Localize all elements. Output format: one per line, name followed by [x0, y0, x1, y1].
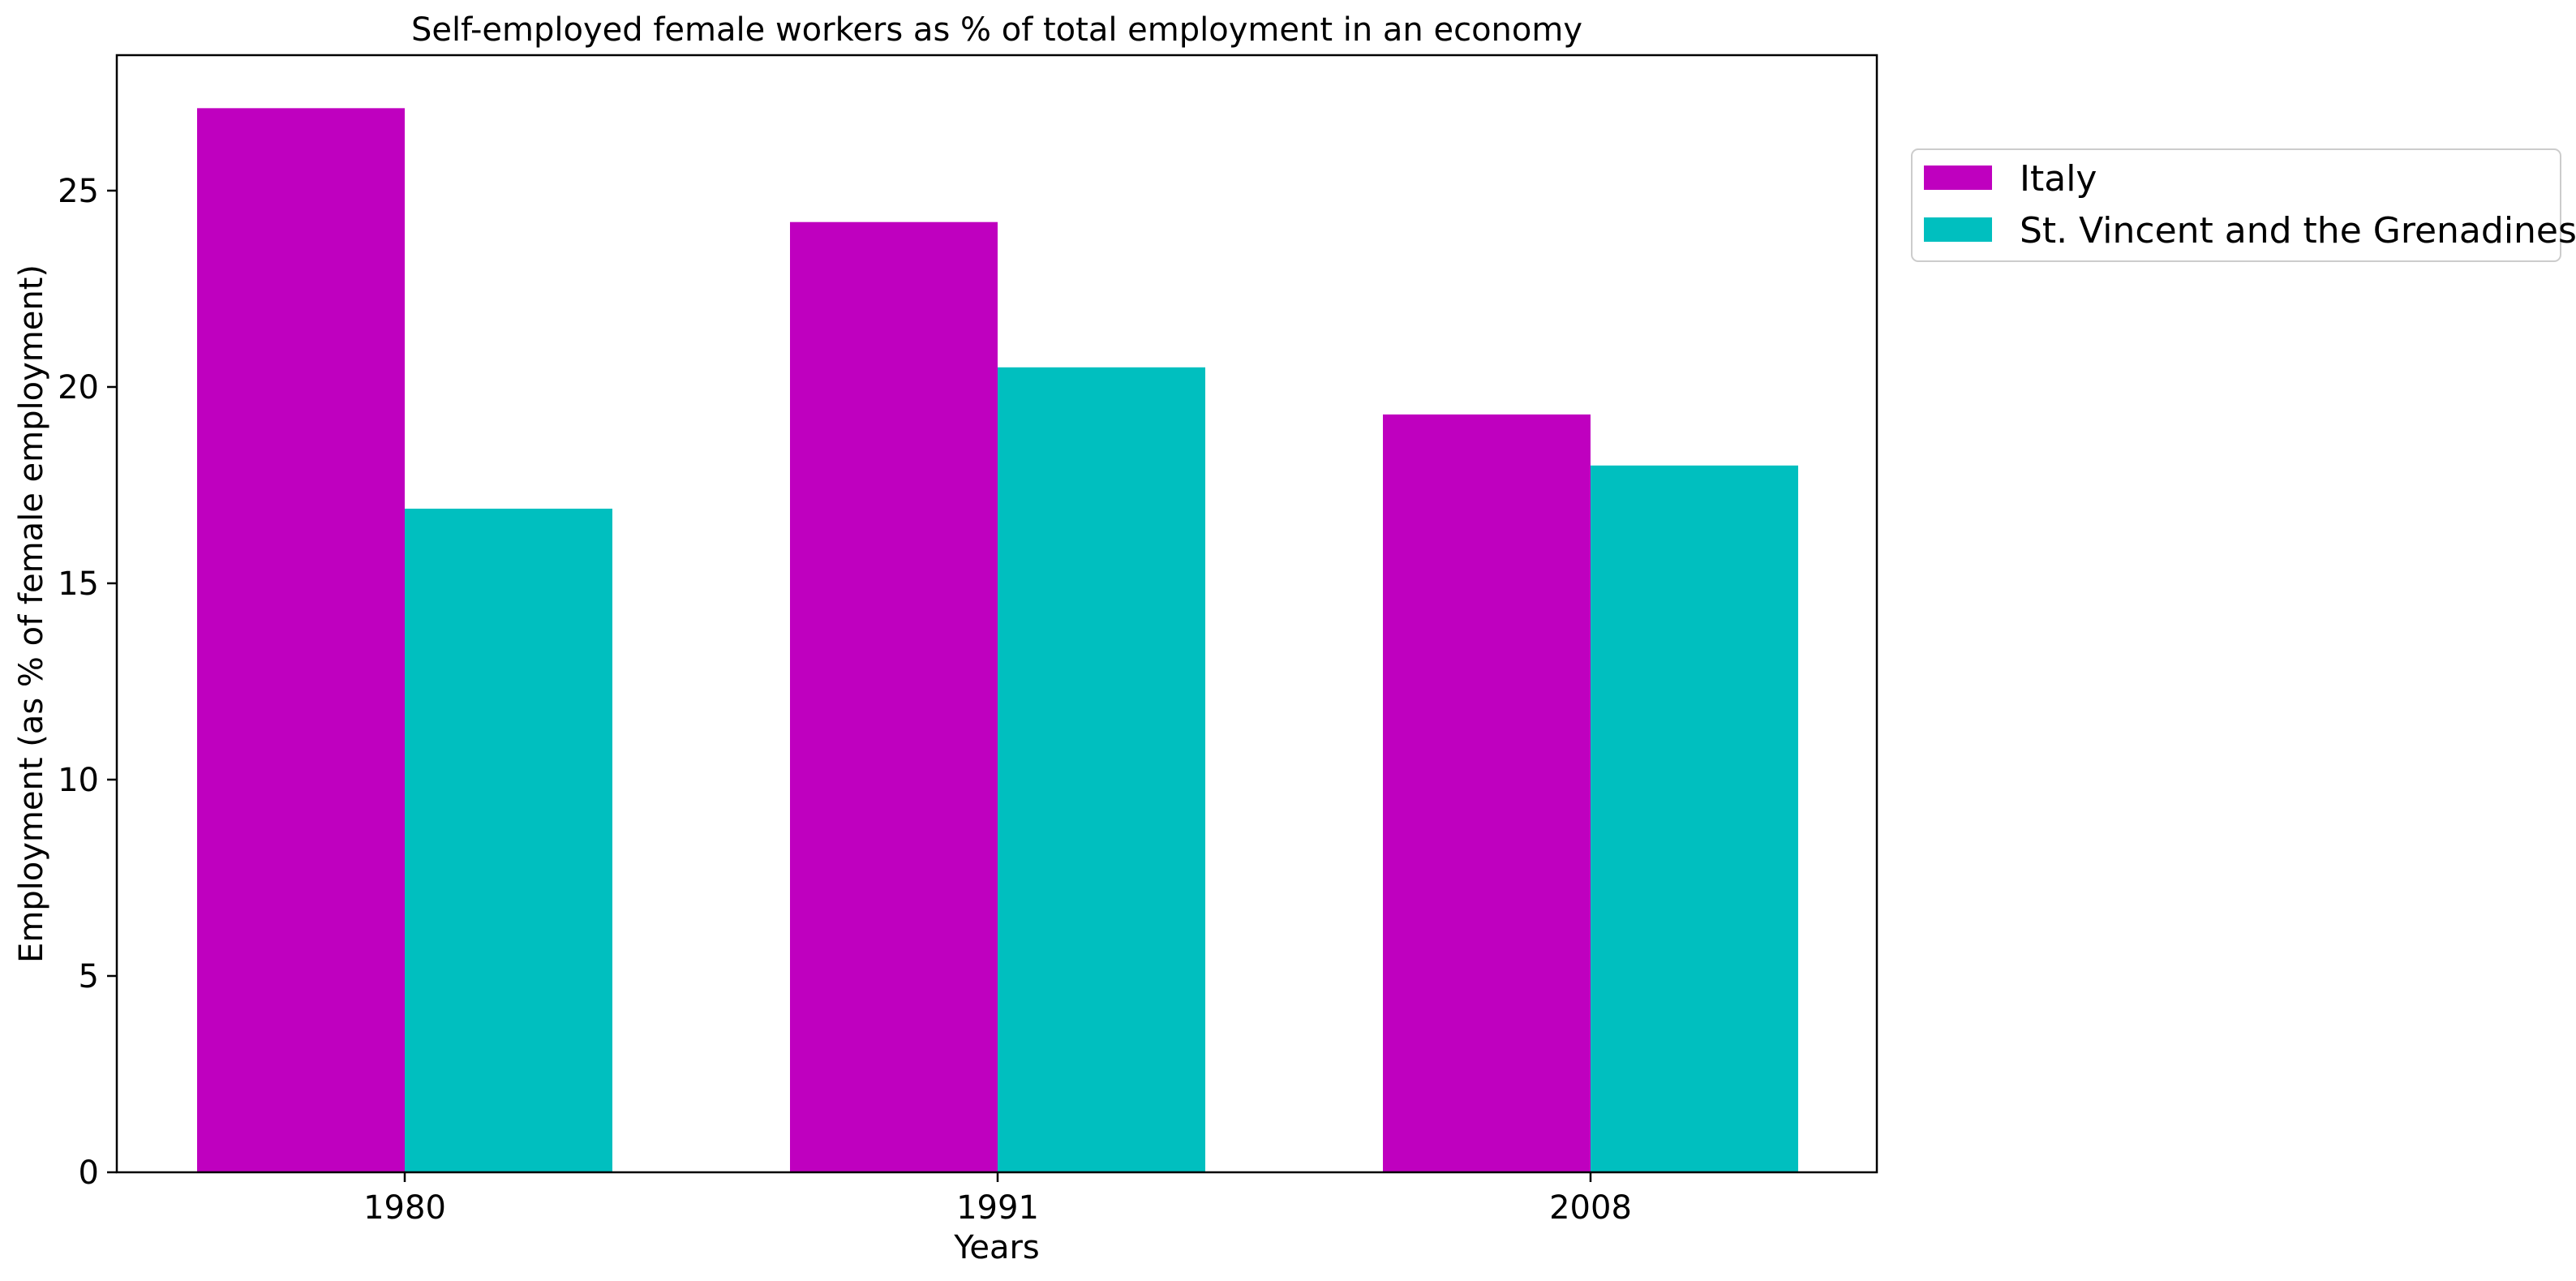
y-axis-ticks: 0 5 10 15 20 25 — [58, 173, 117, 1192]
legend: Italy St. Vincent and the Grenadines — [1911, 148, 2576, 262]
x-tick-label: 1991 — [956, 1189, 1039, 1227]
bar-st-vincent-and-the-grenadines-1980 — [405, 509, 612, 1172]
legend-frame — [1911, 148, 2561, 262]
bar-italy-1980 — [197, 108, 405, 1172]
y-axis-label: Employment (as % of female employment) — [13, 264, 50, 963]
y-tick-label: 20 — [58, 369, 99, 406]
bar-st-vincent-and-the-grenadines-2008 — [1591, 465, 1798, 1172]
y-tick-label: 5 — [79, 958, 99, 995]
legend-label: St. Vincent and the Grenadines — [2020, 210, 2576, 251]
legend-swatch — [1924, 217, 1992, 242]
x-tick-label: 2008 — [1549, 1189, 1632, 1227]
x-tick-label: 1980 — [363, 1189, 446, 1227]
bar-italy-2008 — [1383, 414, 1591, 1172]
bar-st-vincent-and-the-grenadines-1991 — [998, 367, 1205, 1172]
legend-label: Italy — [2020, 158, 2097, 200]
y-tick-label: 15 — [58, 565, 99, 603]
bars — [197, 108, 1798, 1172]
y-tick-label: 25 — [58, 173, 99, 210]
chart-title: Self-employed female workers as % of tot… — [411, 11, 1582, 49]
x-axis-ticks: 1980 1991 2008 — [363, 1172, 1632, 1227]
legend-swatch — [1924, 165, 1992, 190]
y-tick-label: 10 — [58, 762, 99, 799]
x-axis-label: Years — [953, 1229, 1040, 1266]
y-tick-label: 0 — [79, 1154, 99, 1192]
bar-italy-1991 — [790, 221, 998, 1172]
